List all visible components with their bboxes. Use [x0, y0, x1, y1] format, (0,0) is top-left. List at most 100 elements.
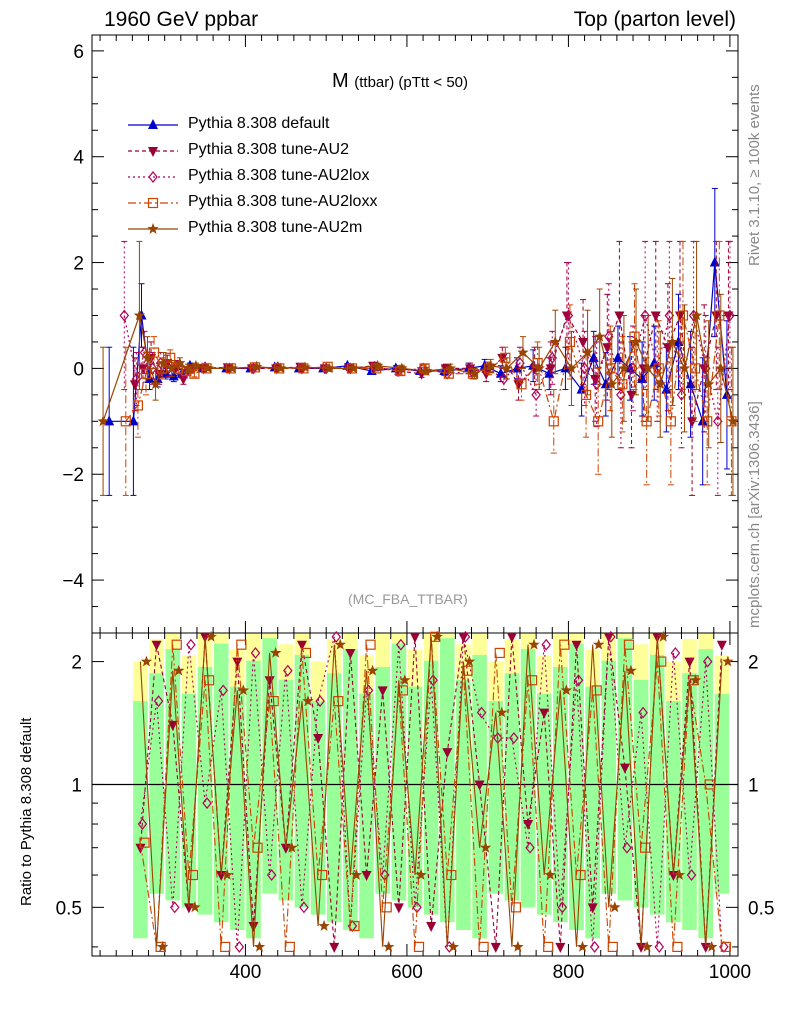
ratio-data-point — [428, 674, 438, 687]
main-data-point — [444, 362, 456, 374]
main-data-point — [97, 415, 109, 427]
ratio-data-point — [334, 638, 346, 650]
ratio-data-point — [639, 842, 651, 853]
main-data-point — [590, 374, 601, 385]
ratio-data-point — [720, 941, 731, 953]
ratio-data-point — [606, 630, 616, 643]
ratio-band-inner — [504, 673, 520, 901]
main-data-point — [371, 359, 384, 371]
ratio-band-inner — [488, 701, 504, 894]
main-data-point — [190, 359, 202, 371]
main-data-point — [661, 383, 672, 394]
main-data-point — [581, 346, 594, 358]
ratio-data-point — [218, 684, 228, 697]
ratio-data-point — [463, 655, 476, 667]
main-data-point — [133, 309, 146, 321]
ratio-data-point — [248, 922, 259, 933]
ratio-data-point — [543, 941, 554, 953]
ratio-data-point — [189, 901, 201, 913]
ratio-band-inner — [423, 660, 439, 915]
main-data-point — [626, 390, 637, 401]
main-data-point — [485, 359, 497, 371]
ratio-series-line — [139, 636, 723, 947]
main-data-point — [516, 379, 527, 390]
main-data-point — [600, 378, 611, 389]
x-tick-label: 400 — [230, 962, 262, 983]
main-data-point — [702, 416, 713, 427]
ratio-data-point — [544, 869, 556, 880]
main-y-tick-label: 2 — [73, 254, 84, 275]
main-data-point — [141, 351, 154, 363]
ratio-data-point — [300, 647, 312, 659]
ratio-data-point — [476, 706, 487, 719]
ratio-data-point — [592, 638, 605, 650]
legend-label-au2loxx: Pythia 8.308 tune-AU2loxx — [188, 193, 378, 210]
main-data-point — [140, 368, 152, 379]
ratio-band-inner — [294, 654, 310, 908]
ratio-data-point — [474, 780, 485, 791]
ratio-data-point — [431, 630, 443, 642]
header-right-label: Top (parton level) — [573, 8, 736, 31]
ratio-data-point — [377, 686, 388, 697]
ratio-data-point — [722, 655, 734, 667]
ratio-band-inner — [714, 693, 730, 894]
ratio-band-inner — [343, 649, 358, 931]
ratio-data-point — [576, 940, 589, 952]
legend — [128, 119, 178, 234]
main-data-point — [605, 363, 616, 374]
ratio-data-point — [140, 655, 153, 667]
main-data-point — [678, 362, 691, 374]
main-data-point — [545, 364, 556, 375]
ratio-data-point — [512, 940, 524, 952]
main-data-point — [149, 378, 162, 390]
main-y-tick-label: −2 — [62, 465, 84, 486]
ratio-data-point — [654, 940, 665, 953]
main-data-point — [642, 362, 654, 374]
ratio-data-point — [173, 664, 185, 676]
main-y-axis: −4 −2 0 2 4 6 — [62, 42, 738, 634]
main-data-point — [549, 335, 561, 347]
ratio-data-point — [510, 902, 521, 913]
main-data-point — [593, 416, 604, 427]
legend-label-default: Pythia 8.308 default — [188, 115, 330, 132]
ratio-data-point — [186, 638, 196, 651]
ratio-data-point — [345, 648, 356, 659]
ratio-data-point — [560, 684, 573, 696]
ratio-data-point — [250, 646, 261, 659]
ratio-data-point — [365, 639, 376, 650]
plot-title: M (ttbar) (pTtt < 50) — [332, 70, 468, 93]
ratio-data-point — [478, 941, 489, 953]
ratio-data-point — [559, 639, 570, 650]
main-series-4 — [97, 240, 739, 496]
ratio-band-inner — [440, 638, 455, 923]
main-data-point — [703, 378, 715, 390]
main-data-point — [715, 362, 727, 374]
legend-marker — [148, 119, 158, 129]
ratio-band-inner — [133, 701, 148, 939]
main-data-point — [674, 311, 685, 322]
ratio-data-point — [252, 842, 263, 853]
ratio-band-inner — [165, 649, 181, 901]
main-data-point — [689, 363, 701, 374]
main-data-point — [120, 416, 131, 427]
ratio-data-point — [603, 632, 614, 643]
x-tick-label: 600 — [391, 962, 423, 983]
ratio-data-point — [393, 903, 404, 914]
ratio-data-point — [299, 901, 309, 914]
ratio-band-inner — [359, 693, 374, 939]
ratio-data-point — [638, 706, 648, 719]
main-data-point — [725, 309, 735, 322]
main-y-tick-label: 4 — [73, 148, 84, 169]
main-data-point — [594, 330, 606, 342]
legend-label-au2lox: Pythia 8.308 tune-AU2lox — [188, 167, 370, 184]
ratio-data-point — [506, 632, 517, 643]
main-data-point — [468, 367, 481, 379]
main-series-line — [102, 313, 734, 422]
ratio-band-inner — [698, 649, 713, 939]
ratio-series-0 — [135, 632, 727, 953]
main-data-point — [565, 362, 578, 374]
legend-marker — [147, 223, 159, 234]
ratio-data-point — [689, 674, 702, 686]
main-data-point — [576, 383, 587, 394]
ratio-data-point — [283, 664, 293, 677]
